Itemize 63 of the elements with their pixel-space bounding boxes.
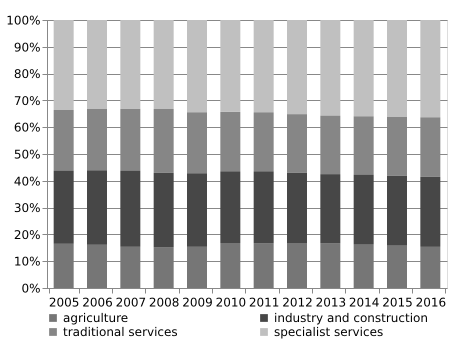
bar	[387, 176, 407, 246]
bar	[420, 176, 440, 246]
bar	[287, 242, 307, 288]
y-tick-label: 60%	[14, 120, 40, 135]
y-tick-label: 0%	[21, 282, 40, 296]
x-tick-label: 2011	[248, 296, 280, 310]
bar	[354, 244, 374, 288]
bar	[320, 20, 340, 116]
bar	[154, 20, 174, 109]
legend-label: agriculture	[63, 311, 128, 325]
x-tick-label: 2013	[316, 296, 346, 310]
bar	[287, 20, 307, 114]
bar	[187, 246, 207, 288]
bar	[387, 20, 407, 118]
bar	[220, 20, 240, 112]
x-tick-label: 2015	[382, 296, 413, 310]
bar	[387, 245, 407, 288]
x-tick-label: 2005	[48, 296, 80, 310]
bar	[254, 171, 274, 244]
bar	[54, 170, 74, 244]
x-tick-label: 2008	[148, 296, 180, 310]
bar	[254, 20, 274, 112]
bar	[420, 246, 440, 288]
bar	[154, 172, 174, 248]
bar	[287, 172, 307, 243]
y-tick-label: 100%	[6, 14, 40, 28]
bar	[120, 246, 140, 288]
bar	[120, 20, 140, 109]
bar	[320, 243, 340, 288]
x-tick-label: 2007	[116, 296, 146, 310]
bar	[354, 20, 374, 116]
legend-label: specialist services	[274, 325, 384, 339]
y-tick-label: 80%	[14, 67, 40, 82]
y-tick-label: 20%	[14, 228, 40, 242]
bar	[87, 244, 107, 288]
bar	[187, 20, 207, 112]
x-tick-label: 2016	[416, 296, 446, 310]
bar	[54, 244, 74, 288]
x-tick-label: 2009	[182, 296, 213, 310]
bar	[320, 174, 340, 244]
legend-label: industry and construction	[274, 311, 428, 325]
y-tick-label: 90%	[14, 40, 40, 54]
x-tick-label: 2012	[282, 296, 313, 310]
x-tick-label: 2010	[216, 296, 246, 310]
bar	[220, 171, 240, 243]
bar	[420, 20, 440, 118]
x-tick-label: 2006	[82, 296, 113, 310]
bar	[220, 242, 240, 288]
bar	[187, 173, 207, 247]
bar	[354, 174, 374, 244]
y-tick-label: 70%	[14, 94, 40, 108]
bar	[120, 170, 140, 247]
legend-label: traditional services	[63, 325, 178, 339]
bar	[154, 247, 174, 288]
bar	[87, 20, 107, 109]
bar	[254, 243, 274, 288]
y-tick-label: 50%	[14, 148, 40, 162]
bar	[87, 170, 107, 245]
x-tick-label: 2014	[348, 296, 380, 310]
y-tick-label: 10%	[14, 254, 40, 269]
y-tick-label: 30%	[14, 201, 40, 216]
y-tick-label: 40%	[14, 174, 40, 188]
bar	[54, 20, 74, 110]
